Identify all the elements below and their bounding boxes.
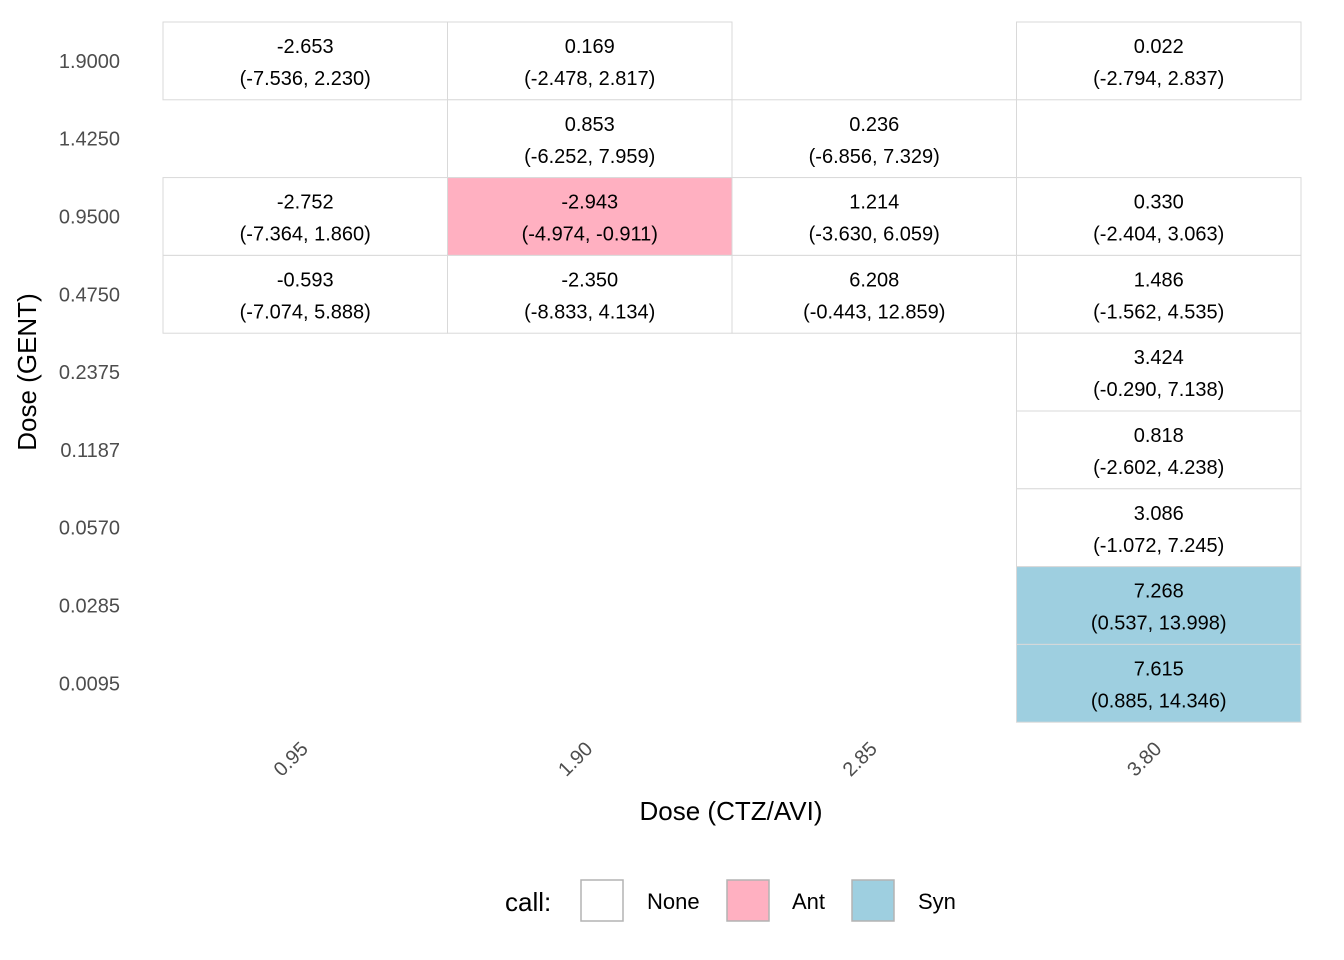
legend-key-ant (726, 879, 770, 922)
y-tick-label: 0.2375 (59, 362, 120, 384)
cell-rect (1016, 566, 1302, 645)
cell-value: 0.022 (1134, 36, 1184, 58)
cell-rect (731, 99, 1017, 179)
x-axis-ticks: 0.95 1.90 2.85 3.80 (270, 738, 1167, 781)
cell-value: -2.653 (277, 36, 334, 58)
heatmap-cell: 0.853 (-6.252, 7.959) (447, 99, 733, 179)
y-tick-label: 0.0285 (59, 596, 120, 618)
cell-ci: (-2.478, 2.817) (524, 68, 655, 90)
y-tick-label: 1.9000 (59, 51, 120, 73)
cell-rect (1016, 332, 1302, 412)
cell-ci: (-6.856, 7.329) (809, 146, 940, 168)
cell-value: 1.486 (1134, 269, 1184, 291)
heatmap-cell: 7.615 (0.885, 14.346) (1016, 643, 1302, 723)
cell-ci: (-6.252, 7.959) (524, 146, 655, 168)
cell-value: 1.214 (849, 192, 899, 214)
heatmap-cell: 3.424 (-0.290, 7.138) (1016, 332, 1302, 412)
y-tick-label: 0.9500 (59, 207, 120, 229)
y-axis-title: Dose (GENT) (12, 293, 42, 450)
cell-value: -0.593 (277, 269, 334, 291)
legend-key-syn (851, 879, 895, 922)
cell-ci: (-7.536, 2.230) (240, 68, 371, 90)
cell-value: 7.268 (1134, 581, 1184, 603)
y-tick-label: 0.0570 (59, 518, 120, 540)
cell-value: 0.236 (849, 114, 899, 136)
heatmap-cells: -2.653 (-7.536, 2.230) 0.169 (-2.478, 2.817… (162, 21, 1302, 723)
cell-value: 7.615 (1134, 658, 1184, 680)
cell-rect (1016, 488, 1302, 568)
cell-ci: (0.537, 13.998) (1091, 613, 1227, 635)
cell-ci: (-1.562, 4.535) (1093, 301, 1224, 323)
y-tick-label: 0.1187 (60, 440, 120, 462)
cell-rect (162, 21, 448, 101)
heatmap-cell: 0.022 (-2.794, 2.837) (1016, 21, 1302, 101)
heatmap-cell: 0.818 (-2.602, 4.238) (1016, 410, 1302, 490)
legend-label-none: None (647, 889, 700, 914)
cell-ci: (-8.833, 4.134) (524, 301, 655, 323)
x-tick-label: 2.85 (839, 738, 882, 781)
cell-ci: (0.885, 14.346) (1091, 690, 1227, 712)
cell-rect (1016, 410, 1302, 490)
cell-rect (1016, 643, 1302, 723)
heatmap-cell: -2.752 (-7.364, 1.860) (162, 177, 448, 256)
heatmap-cell: -2.653 (-7.536, 2.230) (162, 21, 448, 101)
cell-value: 0.330 (1134, 192, 1184, 214)
x-axis-title: Dose (CTZ/AVI) (640, 796, 823, 826)
cell-ci: (-1.072, 7.245) (1093, 535, 1224, 557)
cell-value: 6.208 (849, 269, 899, 291)
y-axis-ticks: 1.9000 1.4250 0.9500 0.4750 0.2375 0.1187 0.05… (59, 51, 120, 695)
cell-ci: (-4.974, -0.911) (522, 224, 658, 246)
legend: call: None Ant Syn (505, 879, 956, 922)
cell-value: -2.752 (277, 192, 334, 214)
cell-rect (1016, 21, 1302, 101)
heatmap-cell: 3.086 (-1.072, 7.245) (1016, 488, 1302, 568)
heatmap-cell: 1.486 (-1.562, 4.535) (1016, 254, 1302, 334)
heatmap-cell: 0.169 (-2.478, 2.817) (447, 21, 733, 101)
y-tick-label: 0.4750 (59, 284, 120, 306)
heatmap-cell: 0.330 (-2.404, 3.063) (1016, 177, 1302, 256)
cell-rect (731, 177, 1017, 256)
cell-rect (447, 21, 733, 101)
cell-rect (162, 177, 448, 256)
y-tick-label: 0.0095 (59, 673, 120, 695)
cell-ci: (-3.630, 6.059) (809, 224, 940, 246)
cell-value: 3.424 (1134, 347, 1184, 369)
legend-label-syn: Syn (918, 889, 956, 914)
x-tick-label: 1.90 (554, 738, 597, 781)
cell-ci: (-0.443, 12.859) (803, 301, 945, 323)
legend-title: call: (505, 887, 551, 917)
heatmap-cell: -2.943 (-4.974, -0.911) (447, 177, 733, 256)
cell-rect (162, 254, 448, 334)
cell-ci: (-7.364, 1.860) (240, 224, 371, 246)
legend-label-ant: Ant (792, 889, 825, 914)
heatmap-cell: 6.208 (-0.443, 12.859) (731, 254, 1017, 334)
heatmap-cell: 1.214 (-3.630, 6.059) (731, 177, 1017, 256)
cell-rect (731, 254, 1017, 334)
cell-ci: (-0.290, 7.138) (1093, 379, 1224, 401)
cell-rect (447, 99, 733, 179)
cell-value: 3.086 (1134, 503, 1184, 525)
cell-rect (1016, 254, 1302, 334)
y-tick-label: 1.4250 (59, 129, 120, 151)
x-tick-label: 3.80 (1123, 738, 1166, 781)
heatmap-cell: 0.236 (-6.856, 7.329) (731, 99, 1017, 179)
cell-value: -2.350 (561, 269, 618, 291)
x-tick-label: 0.95 (270, 738, 313, 781)
cell-ci: (-2.794, 2.837) (1093, 68, 1224, 90)
cell-value: 0.169 (565, 36, 615, 58)
cell-ci: (-7.074, 5.888) (240, 301, 371, 323)
cell-value: 0.818 (1134, 425, 1184, 447)
cell-ci: (-2.404, 3.063) (1093, 224, 1224, 246)
heatmap-cell: 7.268 (0.537, 13.998) (1016, 566, 1302, 645)
heatmap-cell: -2.350 (-8.833, 4.134) (447, 254, 733, 334)
legend-key-none (580, 879, 624, 922)
cell-ci: (-2.602, 4.238) (1093, 457, 1224, 479)
cell-value: -2.943 (561, 192, 618, 214)
heatmap-cell: -0.593 (-7.074, 5.888) (162, 254, 448, 334)
cell-value: 0.853 (565, 114, 615, 136)
